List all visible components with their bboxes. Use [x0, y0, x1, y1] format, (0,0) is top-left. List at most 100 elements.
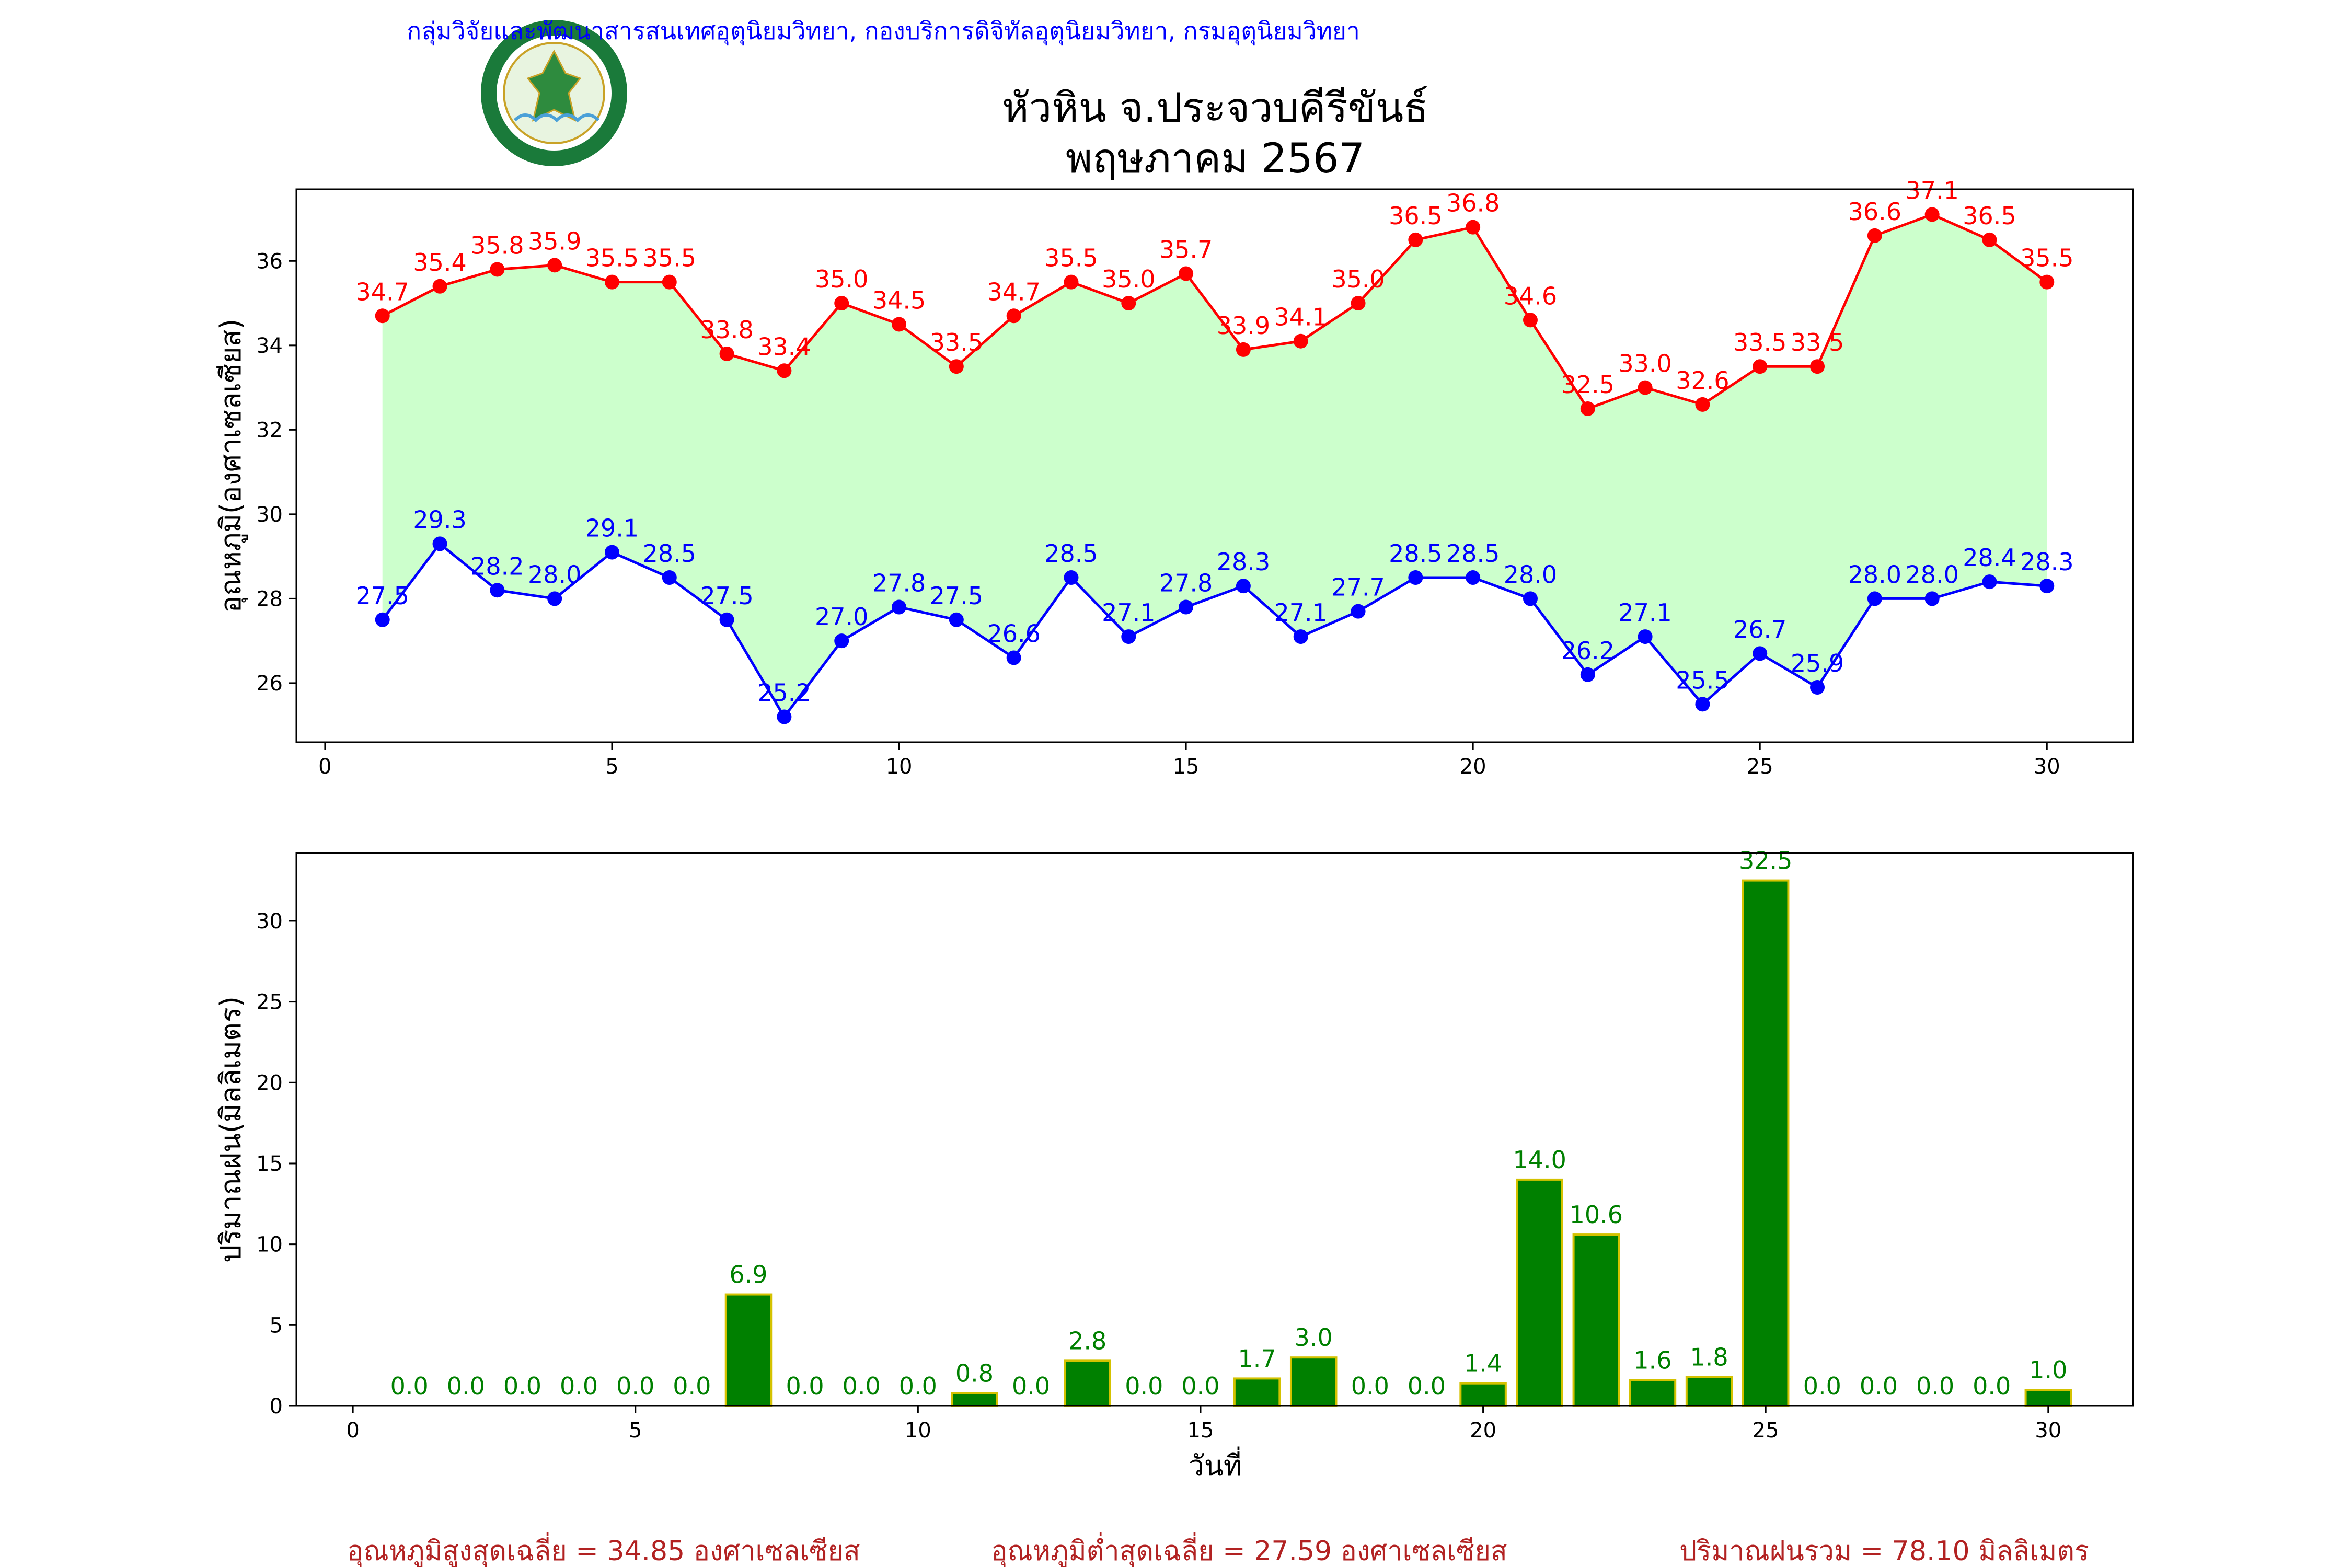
- tmin-point: [1695, 697, 1710, 712]
- rainfall-y-tick-label: 0: [270, 1394, 283, 1419]
- tmax-data-label: 35.0: [1331, 265, 1385, 293]
- rainfall-data-label: 1.4: [1464, 1350, 1502, 1378]
- tmax-point: [1179, 266, 1194, 281]
- tmin-point: [1408, 570, 1423, 585]
- tmin-data-label: 28.4: [1963, 544, 2016, 572]
- rainfall-data-label: 0.0: [1181, 1372, 1219, 1400]
- tmin-point: [892, 599, 907, 615]
- tmax-point: [1810, 359, 1825, 374]
- tmax-point: [719, 346, 734, 361]
- tmin-line: [381, 541, 2047, 720]
- footer-total-rainfall: ปริมาณฝนรวม = 78.10 มิลลิเมตร: [1679, 1536, 2089, 1567]
- tmin-point: [2039, 579, 2055, 594]
- tmin-point: [1006, 650, 1021, 665]
- rainfall-bar: [1459, 1382, 1507, 1407]
- temperature-x-tick-label: 30: [2034, 755, 2060, 779]
- tmax-data-label: 37.1: [1905, 176, 1958, 204]
- tmin-point: [432, 536, 447, 551]
- tmin-data-label: 26.6: [987, 619, 1040, 648]
- tmin-data-label: 28.5: [1389, 539, 1442, 568]
- rainfall-data-label: 2.8: [1068, 1327, 1106, 1355]
- tmin-point: [604, 545, 619, 560]
- rainfall-data-label: 0.0: [1860, 1372, 1898, 1400]
- rainfall-x-tick-label: 15: [1187, 1419, 1214, 1443]
- tmin-point: [1982, 574, 1997, 590]
- tmax-point: [547, 258, 562, 273]
- tmin-point: [1810, 680, 1825, 695]
- tmax-point: [777, 363, 792, 378]
- tmin-point: [719, 612, 734, 627]
- footer-average-min-temperature: อุณหภูมิต่ำสุดเฉลี่ย = 27.59 องศาเซลเซีย…: [991, 1532, 1507, 1567]
- tmin-data-label: 27.1: [1102, 598, 1155, 627]
- rainfall-data-labels: 0.0 0.0 0.0 0.0 0.0 0.0 6.9 0.0 0.0 0.0 0.8 0.0 2.8 0…: [390, 847, 2068, 1400]
- tmin-point: [1064, 570, 1079, 585]
- tmax-data-label: 34.5: [872, 286, 926, 314]
- tmax-data-label: 35.9: [528, 227, 581, 255]
- rainfall-data-label: 0.0: [1408, 1372, 1446, 1400]
- temperature-y-tick-label: 36: [256, 249, 283, 273]
- tmax-point: [375, 308, 390, 324]
- rainfall-bar: [1572, 1233, 1620, 1407]
- tmax-data-label: 35.7: [1159, 236, 1213, 264]
- tmax-data-label: 36.8: [1446, 189, 1500, 217]
- rainfall-axes-frame: [295, 852, 2134, 1407]
- rainfall-bar: [1064, 1359, 1111, 1408]
- tmax-data-label: 33.5: [1791, 328, 1844, 356]
- tmax-data-label: 34.1: [1274, 303, 1328, 331]
- temperature-x-tick-label: 15: [1173, 755, 1200, 779]
- tmin-data-label: 27.8: [1159, 569, 1213, 597]
- tmin-data-label: 28.5: [1044, 539, 1098, 568]
- temperature-y-tick-label: 26: [256, 672, 283, 696]
- tmax-point: [1064, 274, 1079, 290]
- tmax-data-label: 35.0: [1102, 265, 1155, 293]
- tmin-point: [1351, 604, 1366, 619]
- tmin-data-label: 29.3: [413, 505, 466, 534]
- rainfall-y-tick-label: 15: [256, 1152, 283, 1176]
- tmin-point: [1867, 591, 1882, 606]
- rainfall-y-tick-label: 10: [256, 1233, 283, 1257]
- temperature-axes-frame: [295, 188, 2134, 743]
- rainfall-y-tick-label: 5: [270, 1313, 283, 1338]
- tmax-point: [2039, 274, 2055, 290]
- tmin-data-label: 28.5: [1446, 539, 1500, 568]
- tmin-data-label: 28.3: [1217, 548, 1270, 576]
- rainfall-data-label: 0.0: [560, 1372, 598, 1400]
- tmin-data-label: 26.7: [1733, 615, 1786, 643]
- rainfall-x-tick-label: 25: [1753, 1419, 1779, 1443]
- tmax-data-label: 36.5: [1963, 202, 2016, 230]
- tmax-data-label: 33.5: [1733, 328, 1786, 356]
- agency-line: กลุ่มวิจัยและพัฒนาสารสนเทศอุตุนิยมวิทยา,…: [407, 17, 1360, 46]
- tmax-data-label: 36.5: [1389, 202, 1442, 230]
- tmin-data-label: 28.0: [528, 560, 581, 589]
- tmax-point: [1580, 401, 1595, 416]
- rainfall-data-label: 0.0: [843, 1372, 881, 1400]
- rainfall-y-axis-label: ปริมาณฝน(มิลลิเมตร): [214, 996, 247, 1263]
- rainfall-chart: 0.0 0.0 0.0 0.0 0.0 0.0 6.9 0.0 0.0 0.0 0.8 0.0 2.8 0…: [214, 847, 2134, 1482]
- tmax-data-label: 36.6: [1848, 198, 1901, 226]
- tmin-data-label: 26.2: [1561, 637, 1615, 665]
- tmin-point: [1924, 591, 1940, 606]
- temperature-x-tick-label: 20: [1460, 755, 1486, 779]
- tmax-point: [1523, 313, 1538, 328]
- tmin-point: [1121, 629, 1136, 644]
- tmax-data-label: 35.0: [815, 265, 868, 293]
- rainfall-data-label: 0.0: [673, 1372, 711, 1400]
- rainfall-bar: [951, 1392, 998, 1408]
- tmin-data-label: 27.1: [1618, 598, 1671, 627]
- tmin-point: [1638, 629, 1653, 644]
- tmin-data-label: 28.3: [2020, 548, 2073, 576]
- temperature-x-tick-label: 10: [886, 755, 913, 779]
- rainfall-bar: [1516, 1178, 1563, 1408]
- temperature-chart: 34.735.435.8 35.935.5 35.533.833.435.034.5…: [214, 176, 2134, 779]
- tmax-point: [949, 359, 964, 374]
- rainfall-data-label: 0.0: [1973, 1372, 2011, 1400]
- tmin-data-label: 27.5: [356, 582, 409, 610]
- rainfall-bars-layer: [724, 879, 2072, 1408]
- tmin-point: [1753, 646, 1768, 661]
- tmax-data-label: 34.7: [987, 278, 1040, 306]
- rainfall-data-label: 3.0: [1295, 1323, 1333, 1352]
- rainfall-data-label: 32.5: [1739, 847, 1792, 875]
- rainfall-bar: [1233, 1377, 1281, 1408]
- rainfall-data-label: 0.0: [1351, 1372, 1389, 1400]
